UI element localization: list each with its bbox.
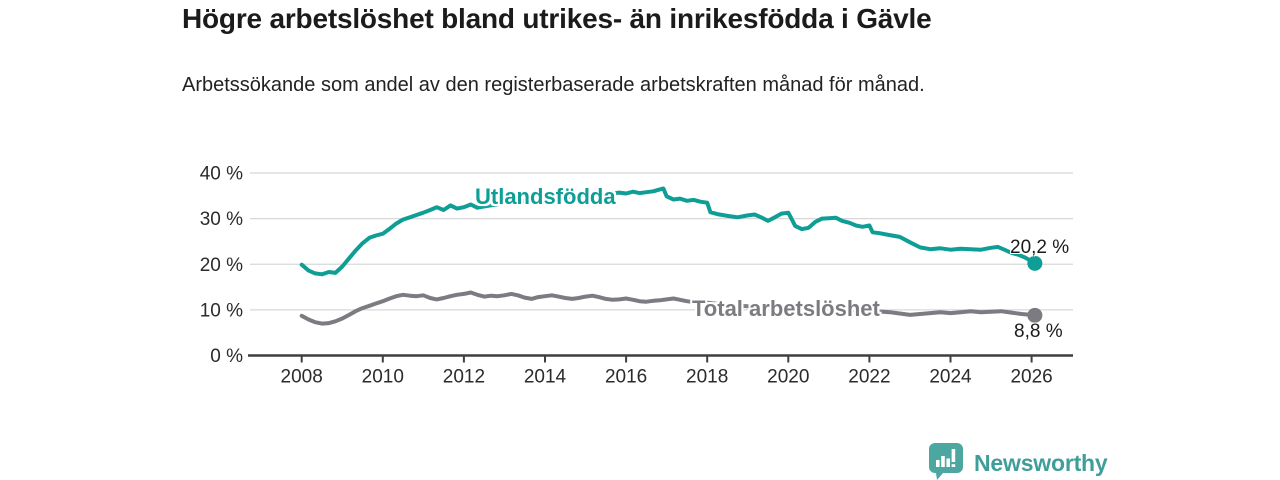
x-tick-label: 2008 xyxy=(281,367,323,388)
end-value-label-total: 8,8 % xyxy=(1014,321,1063,342)
x-tick-label: 2014 xyxy=(524,367,567,388)
y-tick-label: 40 % xyxy=(200,164,243,185)
x-tick-label: 2026 xyxy=(1010,367,1052,388)
end-dot-total xyxy=(1027,307,1043,323)
newsworthy-logo-icon xyxy=(928,442,964,480)
chart-subtitle: Arbetssökande som andel av den registerb… xyxy=(182,74,925,96)
y-tick-label: 10 % xyxy=(200,300,243,321)
x-tick-label: 2016 xyxy=(605,367,647,388)
x-tick-label: 2020 xyxy=(767,367,809,388)
page-title: Högre arbetslöshet bland utrikes- än inr… xyxy=(182,3,932,34)
y-tick-label: 30 % xyxy=(200,209,243,230)
series-line-utlandsfodda xyxy=(299,186,1037,277)
y-tick-label: 20 % xyxy=(200,255,243,276)
newsworthy-logo[interactable]: Newsworthy xyxy=(928,442,1108,480)
x-tick-label: 2018 xyxy=(686,367,728,388)
end-dot-utlandsfodda xyxy=(1027,255,1043,271)
x-tick-label: 2012 xyxy=(443,367,485,388)
end-value-label-utlandsfodda: 20,2 % xyxy=(1010,237,1070,258)
x-tick-label: 2010 xyxy=(362,367,404,388)
y-tick-label: 0 % xyxy=(210,346,243,367)
series-label-utlandsfodda: Utlandsfödda xyxy=(475,184,616,209)
series-line-total xyxy=(299,290,1037,326)
series-label-total-arbetsloshet: Total arbetslöshet xyxy=(692,296,880,321)
x-tick-label: 2024 xyxy=(929,367,972,388)
x-tick-label: 2022 xyxy=(848,367,890,388)
newsworthy-logo-text: Newsworthy xyxy=(974,450,1108,476)
